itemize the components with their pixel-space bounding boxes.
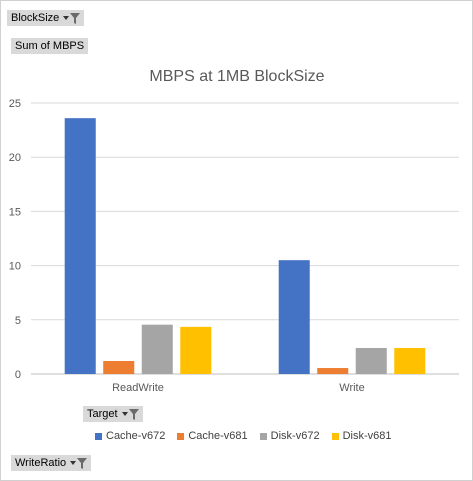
bar-cache-v672-readwrite (64, 118, 96, 375)
bar-disk-v681-readwrite (180, 326, 212, 374)
legend-item: Disk-v672 (259, 430, 320, 442)
target-legend-field-button[interactable]: Target (83, 406, 143, 422)
legend-swatch (259, 432, 267, 440)
bar-cache-v681-write (317, 368, 349, 374)
chart-title: MBPS at 1MB BlockSize (149, 68, 324, 85)
legend-swatch (95, 432, 102, 440)
y-tick-label: 0 (15, 369, 21, 381)
bar-disk-v672-readwrite (141, 324, 173, 374)
legend-label: Cache-v681 (188, 430, 248, 442)
y-tick-label: 5 (15, 315, 21, 327)
legend-item: Disk-v681 (331, 430, 392, 442)
legend-label: Disk-v672 (270, 430, 320, 442)
blocksize-filter-button[interactable]: BlockSize (7, 10, 85, 26)
filter-funnel-icon (70, 12, 81, 24)
gridlines (31, 102, 459, 375)
bar-disk-v681-write (394, 347, 426, 374)
y-tick-label: 10 (9, 261, 21, 273)
legend-swatch (331, 432, 339, 440)
x-category-label: Write (339, 382, 364, 394)
y-tick-label: 25 (9, 98, 21, 110)
sum-of-mbps-label: Sum of MBPS (15, 40, 85, 52)
writeratio-axis-field-button[interactable]: WriteRatio (11, 455, 92, 471)
x-category-label: ReadWrite (112, 382, 164, 394)
legend-label: Disk-v681 (342, 430, 392, 442)
x-axis-category-labels: ReadWrite Write (112, 382, 365, 394)
bar-chart: MBPS at 1MB BlockSize 0 5 10 15 20 25 ReadWri… (9, 68, 459, 394)
chevron-down-icon (70, 461, 77, 465)
y-tick-label: 15 (9, 206, 21, 218)
y-tick-label: 20 (9, 152, 21, 164)
legend-swatch (177, 432, 185, 440)
target-field-label: Target (87, 408, 118, 420)
chevron-down-icon (121, 412, 128, 416)
legend-item: Cache-v672 (95, 430, 165, 442)
writeratio-field-label: WriteRatio (15, 457, 67, 469)
legend-label: Cache-v672 (106, 430, 166, 442)
y-axis-tick-labels: 0 5 10 15 20 25 (9, 98, 21, 381)
bar-disk-v672-write (355, 347, 387, 374)
chevron-down-icon (63, 16, 70, 20)
sum-of-mbps-field-button[interactable]: Sum of MBPS (11, 38, 89, 54)
bars (64, 118, 426, 375)
legend-item: Cache-v681 (177, 430, 248, 442)
bar-cache-v672-write (278, 260, 310, 374)
filter-funnel-icon (77, 457, 88, 469)
blocksize-filter-label: BlockSize (11, 12, 60, 24)
chart-legend: Cache-v672 Cache-v681 Disk-v672 Disk-v681 (95, 429, 391, 443)
bar-cache-v681-readwrite (103, 360, 135, 374)
filter-funnel-icon (128, 408, 139, 420)
